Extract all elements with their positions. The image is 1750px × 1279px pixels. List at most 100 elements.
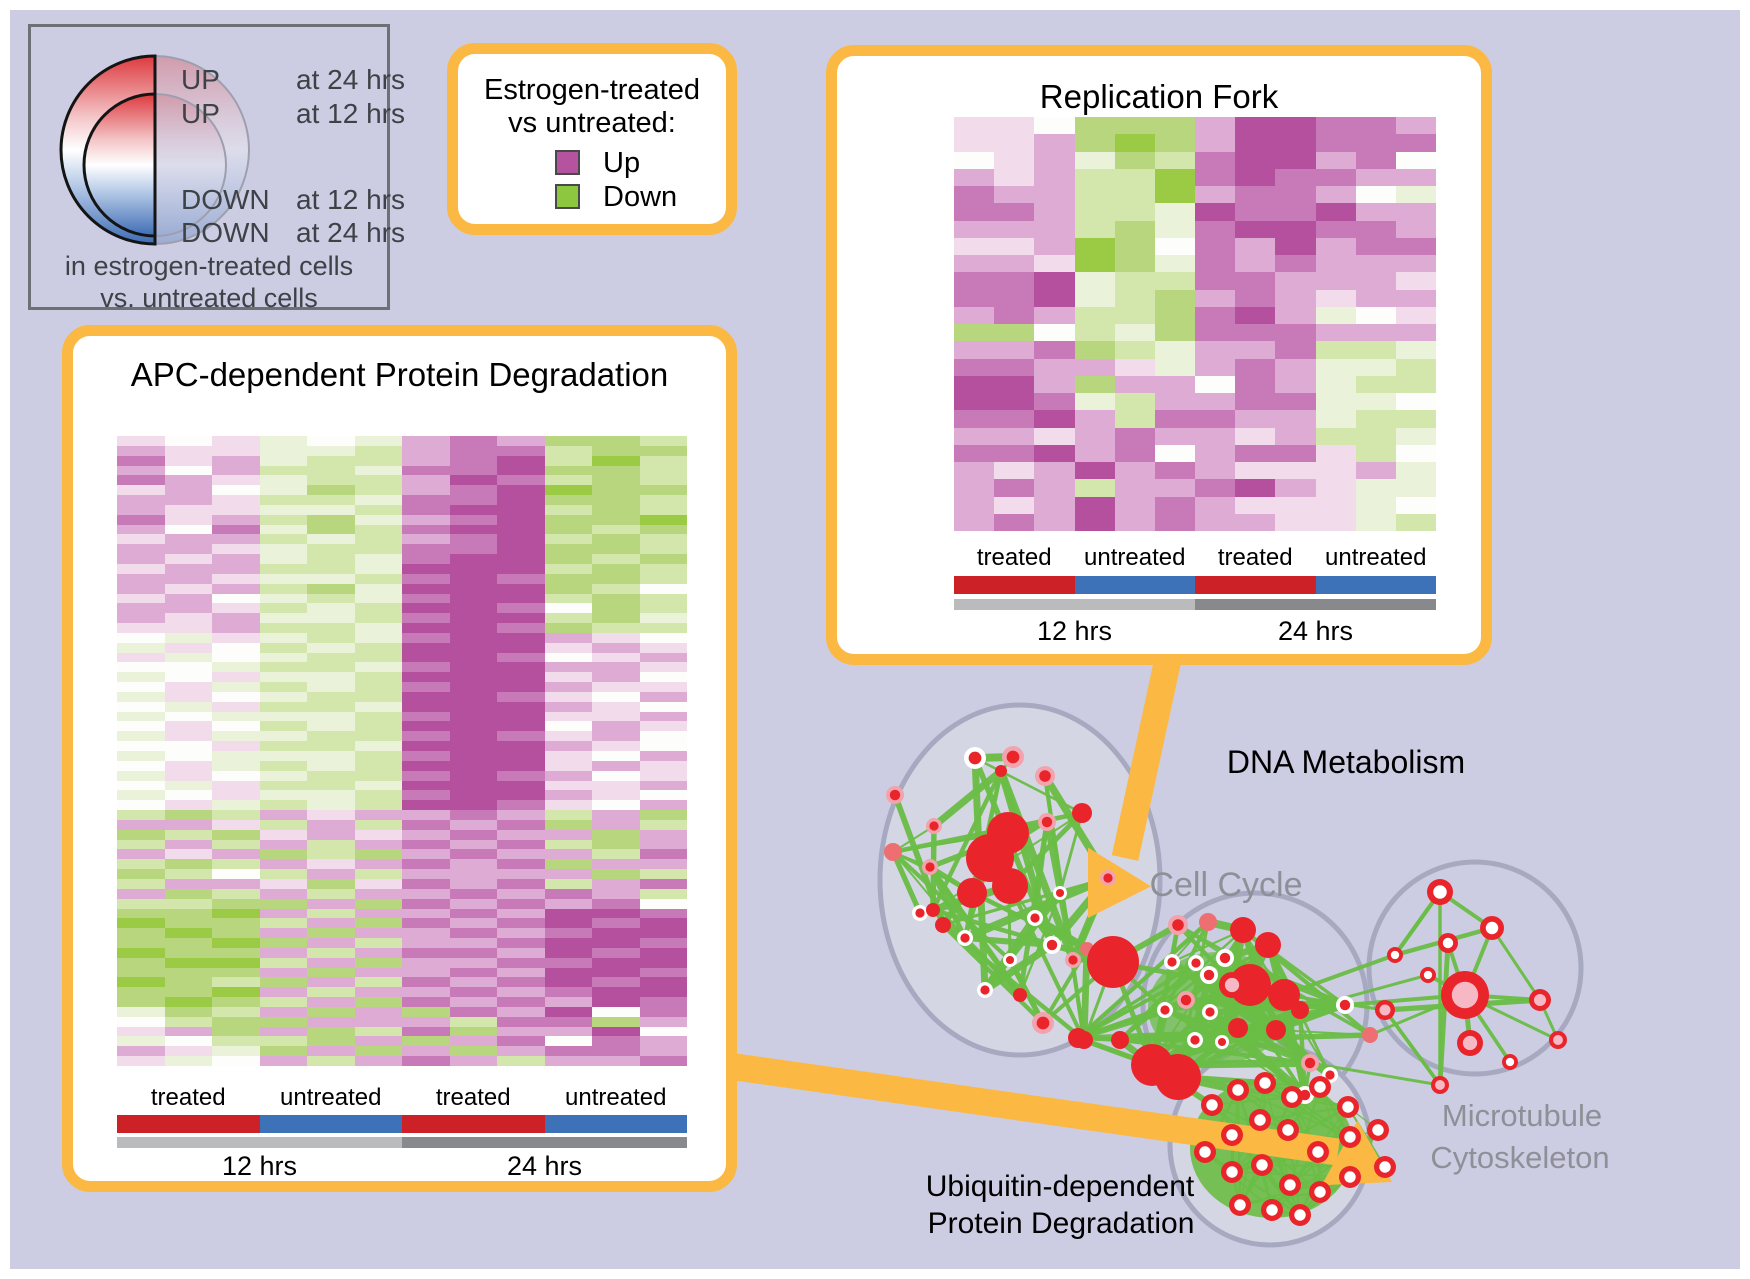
time-label: 24 hrs: [1277, 616, 1354, 646]
heatmap-cell: [497, 790, 545, 801]
heatmap-cell: [639, 504, 687, 515]
heatmap-cell: [259, 465, 307, 476]
heatmap-cell: [1235, 444, 1276, 462]
heatmap-cell: [639, 623, 687, 633]
heatmap-cell: [1395, 220, 1436, 238]
heatmap-cell: [497, 829, 545, 840]
heatmap-cell: [1315, 117, 1356, 135]
heatmap-cell: [117, 859, 165, 870]
heatmap-cell: [544, 662, 592, 673]
heatmap-cell: [164, 839, 212, 850]
heatmap-cell: [449, 583, 497, 594]
heatmap-cell: [1154, 341, 1195, 359]
heatmap-cell: [117, 701, 165, 712]
heatmap-cell: [307, 810, 355, 820]
heatmap-cell: [1315, 393, 1356, 411]
heatmap-cell: [117, 613, 165, 624]
heatmap-cell: [117, 888, 165, 899]
heatmap-cell: [259, 839, 307, 850]
heatmap-cell: [164, 436, 212, 446]
heatmap-cell: [164, 898, 212, 909]
gene-node-pinkring-core: [1039, 770, 1051, 782]
heatmap-cell: [497, 554, 545, 564]
gene-node-whitecore-center: [1256, 1159, 1268, 1171]
heatmap-cell: [259, 662, 307, 673]
heatmap-cell: [1034, 220, 1075, 238]
heatmap-cell: [954, 168, 995, 186]
heatmap-cell: [544, 800, 592, 811]
heatmap-cell: [117, 436, 165, 446]
heatmap-cell: [402, 741, 450, 751]
heatmap-cell: [1154, 237, 1195, 255]
heatmap-cell: [592, 524, 640, 535]
gene-node-pinkring-core: [929, 821, 939, 831]
heatmap-cell: [1074, 186, 1115, 204]
heatmap-cell: [307, 849, 355, 860]
heatmap-cell: [449, 810, 497, 820]
heatmap-cell: [544, 869, 592, 879]
heatmap-cell: [354, 593, 402, 604]
legend-up-24-time: at 24 hrs: [296, 64, 405, 95]
heatmap-cell: [354, 1026, 402, 1037]
heatmap-cell: [639, 711, 687, 722]
heatmap-cell: [954, 237, 995, 255]
heatmap-cell: [497, 888, 545, 899]
heatmap-cell: [1235, 324, 1276, 342]
replication-fork-heatmap: [954, 117, 1436, 531]
heatmap-cell: [307, 534, 355, 545]
heatmap-cell: [1355, 289, 1396, 307]
heatmap-cell: [449, 888, 497, 899]
heatmap-cell: [402, 711, 450, 722]
heatmap-cell: [544, 495, 592, 505]
heatmap-cell: [164, 682, 212, 692]
heatmap-cell: [1195, 479, 1236, 497]
heatmap-cell: [1355, 324, 1396, 342]
heatmap-cell: [1074, 306, 1115, 324]
heatmap-cell: [354, 790, 402, 801]
heatmap-cell: [1195, 462, 1236, 480]
heatmap-cell: [544, 760, 592, 771]
heatmap-cell: [544, 455, 592, 466]
heatmap-cell: [307, 878, 355, 889]
heatmap-cell: [354, 495, 402, 505]
heatmap-cell: [402, 691, 450, 702]
heatmap-cell: [544, 563, 592, 574]
heatmap-cell: [449, 938, 497, 948]
heatmap-cell: [1034, 237, 1075, 255]
heatmap-cell: [449, 908, 497, 919]
heatmap-cell: [307, 967, 355, 978]
heatmap-cell: [259, 977, 307, 988]
heatmap-cell: [592, 878, 640, 889]
heatmap-cell: [212, 1026, 260, 1037]
heatmap-cell: [1034, 203, 1075, 221]
heatmap-cell: [1275, 375, 1316, 393]
gene-node-pink: [1362, 1027, 1378, 1043]
heatmap-cell: [1034, 427, 1075, 445]
heatmap-cell: [164, 878, 212, 889]
replication-fork-title: Replication Fork: [1039, 78, 1279, 115]
heatmap-cell: [639, 741, 687, 751]
heatmap-cell: [1395, 255, 1436, 273]
heatmap-cell: [354, 839, 402, 850]
heatmap-cell: [994, 375, 1035, 393]
apc-condition-bars: [117, 1115, 687, 1133]
heatmap-cell: [164, 977, 212, 988]
heatmap-cell: [402, 908, 450, 919]
heatmap-cell: [497, 751, 545, 761]
heatmap-cell: [449, 554, 497, 564]
heatmap-cell: [1395, 427, 1436, 445]
heatmap-cell: [449, 662, 497, 673]
heatmap-cell: [639, 485, 687, 496]
heatmap-cell: [354, 721, 402, 732]
heatmap-cell: [639, 682, 687, 692]
heatmap-cell: [497, 869, 545, 879]
heatmap-cell: [497, 947, 545, 958]
heatmap-cell: [164, 790, 212, 801]
heatmap-cell: [449, 1036, 497, 1047]
heatmap-cell: [544, 918, 592, 929]
heatmap-cell: [212, 770, 260, 781]
heatmap-cell: [592, 839, 640, 850]
heatmap-cell: [117, 928, 165, 939]
heatmap-cell: [994, 117, 1035, 135]
heatmap-cell: [544, 721, 592, 732]
